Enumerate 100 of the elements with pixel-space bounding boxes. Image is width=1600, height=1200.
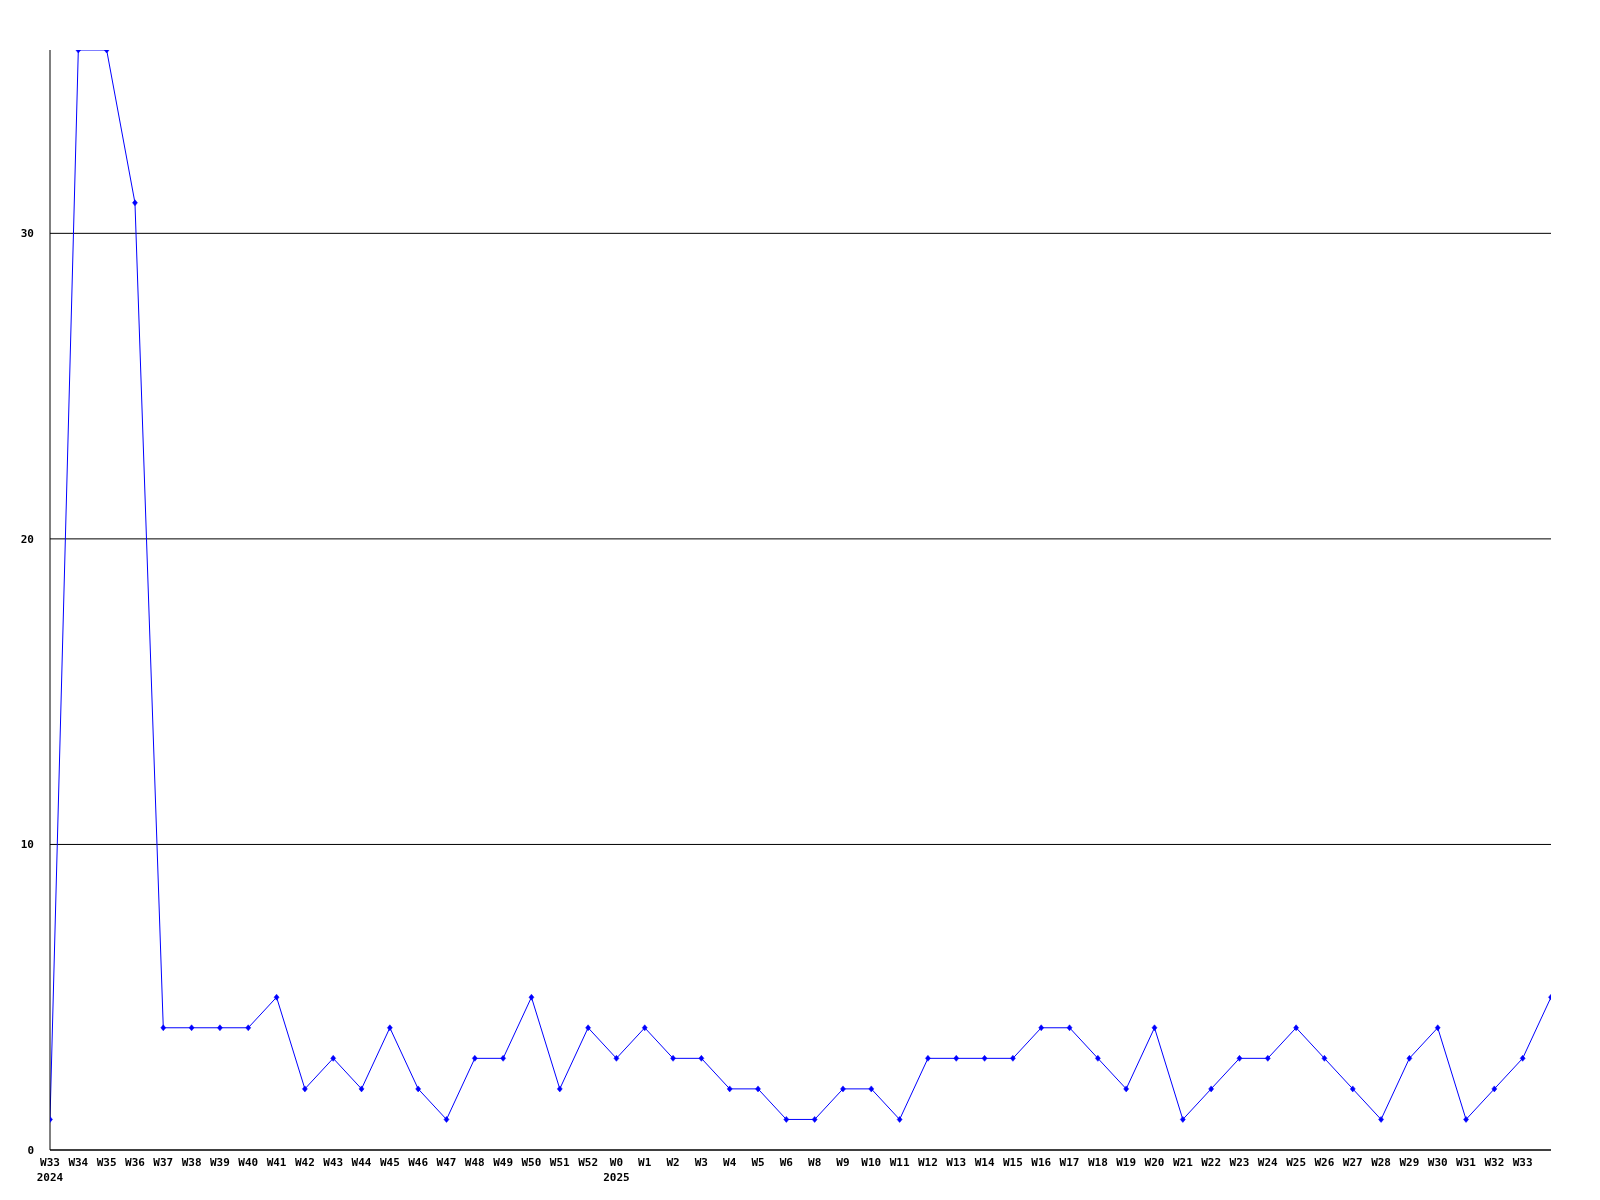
point bbox=[981, 1055, 988, 1062]
x-tick-label: W12 bbox=[918, 1156, 938, 1169]
x-tick-label: W9 bbox=[836, 1156, 850, 1169]
x-tick-label: W29 bbox=[1399, 1156, 1420, 1169]
point bbox=[1350, 1085, 1356, 1093]
x-tick-label: W45 bbox=[379, 1156, 400, 1169]
point bbox=[1038, 1024, 1044, 1032]
x-tick-label: W34 bbox=[68, 1156, 89, 1169]
x-tick-label: W49 bbox=[493, 1156, 514, 1169]
x-tick-label: W0 2025 bbox=[603, 1156, 630, 1184]
point bbox=[302, 1085, 308, 1093]
x-tick-label: W17 bbox=[1059, 1156, 1080, 1169]
x-tick-label: W30 bbox=[1427, 1156, 1448, 1169]
point bbox=[273, 993, 280, 1001]
point bbox=[585, 1024, 591, 1032]
x-tick-label: W11 bbox=[889, 1156, 910, 1169]
point bbox=[840, 1085, 846, 1093]
point bbox=[698, 1055, 705, 1062]
point bbox=[1293, 1024, 1299, 1032]
point bbox=[1180, 1116, 1186, 1123]
x-tick-label: W35 bbox=[96, 1156, 117, 1169]
point bbox=[755, 1085, 761, 1093]
point bbox=[1406, 1055, 1413, 1062]
x-tick-label: W5 bbox=[751, 1156, 765, 1169]
x-tick-label: W52 bbox=[578, 1156, 599, 1169]
point bbox=[1434, 1024, 1441, 1032]
point bbox=[726, 1085, 733, 1093]
x-tick-label: W46 bbox=[408, 1156, 429, 1169]
x-tick-label: W24 bbox=[1257, 1156, 1279, 1169]
x-tick-label: W15 bbox=[1002, 1156, 1023, 1169]
x-tick-label: W14 bbox=[974, 1156, 995, 1169]
point bbox=[1378, 1116, 1384, 1123]
y-tick-label: 0 bbox=[27, 1144, 34, 1157]
point bbox=[472, 1055, 478, 1062]
point bbox=[1010, 1055, 1016, 1062]
x-tick-label: W19 bbox=[1116, 1156, 1137, 1169]
point bbox=[500, 1055, 506, 1062]
point bbox=[1236, 1055, 1243, 1062]
x-tick-label: W33 bbox=[1512, 1156, 1533, 1169]
x-tick-label: W33 2024 bbox=[36, 1156, 64, 1184]
point bbox=[387, 1024, 393, 1032]
x-tick-label: W6 bbox=[779, 1156, 794, 1169]
point bbox=[245, 1024, 251, 1032]
point bbox=[1208, 1085, 1214, 1093]
x-tick-label: W40 bbox=[238, 1156, 259, 1169]
y-tick-label: 10 bbox=[20, 838, 34, 852]
x-tick-label: W42 bbox=[294, 1156, 315, 1169]
x-tick-label: W31 bbox=[1456, 1156, 1477, 1169]
x-tick-label: W39 bbox=[209, 1156, 230, 1169]
point bbox=[896, 1116, 903, 1123]
x-tick-label: W36 bbox=[125, 1156, 146, 1169]
x-tick-label: W1 bbox=[638, 1156, 652, 1169]
x-tick-label: W41 bbox=[266, 1156, 287, 1169]
x-tick-label: W3 bbox=[694, 1156, 708, 1169]
point bbox=[783, 1116, 790, 1123]
x-tick-label: W4 bbox=[723, 1156, 737, 1169]
x-tick-label: W47 bbox=[436, 1156, 457, 1169]
point bbox=[415, 1085, 421, 1093]
point bbox=[868, 1085, 875, 1093]
point bbox=[528, 993, 535, 1001]
point bbox=[1123, 1085, 1129, 1093]
x-tick-label: W23 bbox=[1229, 1156, 1250, 1169]
x-tick-label: W27 bbox=[1342, 1156, 1363, 1169]
point bbox=[1066, 1024, 1073, 1032]
point bbox=[613, 1055, 620, 1062]
point bbox=[1095, 1055, 1101, 1062]
x-tick-label: W38 bbox=[181, 1156, 202, 1169]
x-tick-label: W8 bbox=[808, 1156, 822, 1169]
point bbox=[132, 199, 138, 207]
x-tick-label: W21 bbox=[1172, 1156, 1194, 1169]
x-tick-label: W18 bbox=[1087, 1156, 1108, 1169]
point bbox=[670, 1055, 676, 1062]
point bbox=[330, 1055, 336, 1062]
x-tick-label: W28 bbox=[1371, 1156, 1392, 1169]
point bbox=[641, 1024, 648, 1032]
point bbox=[1151, 1024, 1158, 1032]
point bbox=[1265, 1055, 1271, 1062]
point bbox=[188, 1024, 195, 1032]
x-tick-label: W25 bbox=[1286, 1156, 1307, 1169]
point bbox=[160, 1024, 167, 1032]
point bbox=[811, 1116, 818, 1123]
x-tick-label: W50 bbox=[521, 1156, 542, 1169]
point bbox=[358, 1085, 365, 1093]
x-tick-label: W26 bbox=[1314, 1156, 1335, 1169]
y-tick-label: 30 bbox=[20, 227, 34, 241]
x-tick-label: W10 bbox=[861, 1156, 882, 1169]
x-tick-label: W32 bbox=[1484, 1156, 1505, 1169]
point bbox=[925, 1055, 931, 1062]
point bbox=[1519, 1055, 1526, 1062]
line-series bbox=[50, 50, 1551, 1123]
point bbox=[557, 1085, 563, 1093]
x-tick-label: W48 bbox=[464, 1156, 485, 1169]
x-tick-label: W22 bbox=[1201, 1156, 1222, 1169]
point bbox=[1491, 1085, 1498, 1093]
point bbox=[953, 1055, 960, 1062]
x-tick-label: W43 bbox=[323, 1156, 344, 1169]
y-tick-label: 20 bbox=[20, 532, 34, 546]
x-tick-label: W37 bbox=[153, 1156, 174, 1169]
x-tick-label: W13 bbox=[946, 1156, 967, 1169]
x-tick-label: W44 bbox=[351, 1156, 372, 1169]
